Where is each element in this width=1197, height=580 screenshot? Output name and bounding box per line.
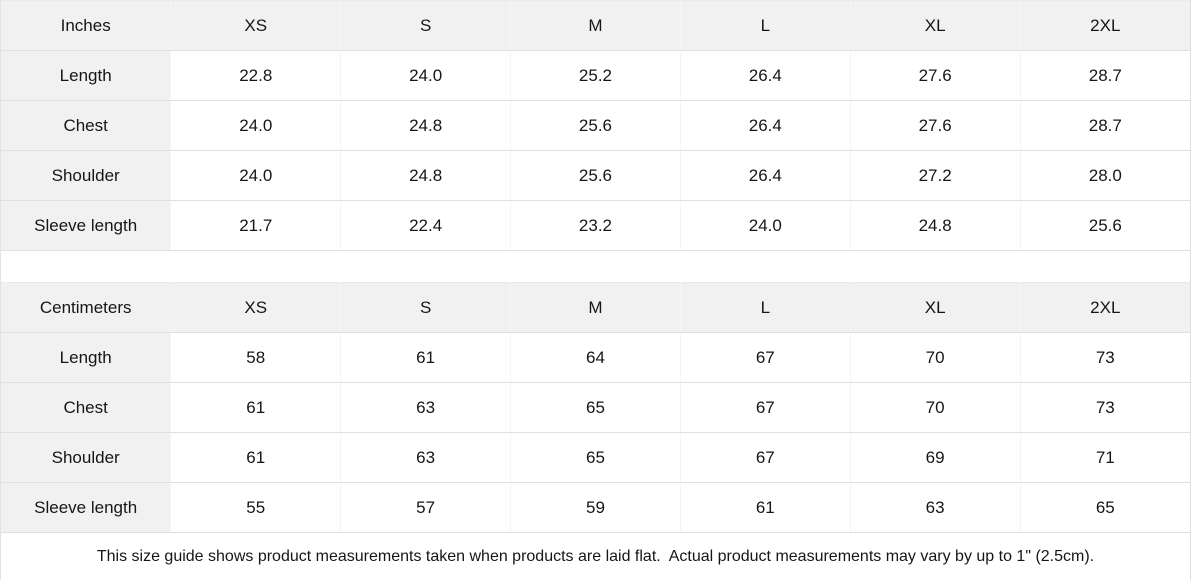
measurement-value-cell: 71: [1019, 432, 1190, 483]
measurement-value-cell: 73: [1019, 382, 1190, 433]
measurement-value-cell: 67: [679, 432, 851, 483]
measurement-value-cell: 61: [170, 382, 341, 433]
size-column-header: XL: [849, 0, 1021, 51]
measurement-value-cell: 24.0: [170, 100, 341, 151]
measurement-value-cell: 26.4: [679, 50, 851, 101]
measurement-row-label: Shoulder: [1, 432, 171, 483]
measurement-value-cell: 28.0: [1019, 150, 1190, 201]
measurement-value-cell: 63: [340, 382, 511, 433]
measurement-row: Sleeve length 21.7 22.4 23.2 24.0 24.8 25.6: [1, 200, 1190, 251]
size-column-header: XS: [170, 0, 341, 51]
measurement-value-cell: 67: [679, 382, 851, 433]
measurement-value-cell: 24.0: [340, 50, 511, 101]
measurement-value-cell: 23.2: [510, 200, 681, 251]
measurement-value-cell: 27.6: [849, 50, 1021, 101]
measurement-value-cell: 27.2: [849, 150, 1021, 201]
measurement-row-label: Length: [1, 332, 171, 383]
size-column-header: S: [340, 0, 511, 51]
measurement-value-cell: 28.7: [1019, 50, 1190, 101]
measurement-value-cell: 65: [510, 382, 681, 433]
measurement-value-cell: 65: [1019, 482, 1190, 533]
size-column-header: XL: [849, 282, 1021, 333]
unit-header-cell: Centimeters: [1, 282, 171, 333]
size-guide-note: This size guide shows product measuremen…: [96, 547, 1095, 565]
measurement-value-cell: 69: [849, 432, 1021, 483]
measurement-row-label: Length: [1, 50, 171, 101]
table-gap: [1, 251, 1190, 282]
measurement-value-cell: 21.7: [170, 200, 341, 251]
size-column-header: M: [510, 0, 681, 51]
centimeters-size-table: Centimeters XS S M L XL 2XL Length 58 61 64 67 70 73 C…: [1, 282, 1190, 533]
measurement-value-cell: 24.0: [170, 150, 341, 201]
measurement-value-cell: 73: [1019, 332, 1190, 383]
measurement-value-cell: 57: [340, 482, 511, 533]
measurement-value-cell: 64: [510, 332, 681, 383]
measurement-value-cell: 28.7: [1019, 100, 1190, 151]
measurement-value-cell: 24.8: [849, 200, 1021, 251]
measurement-value-cell: 61: [340, 332, 511, 383]
measurement-row: Length 58 61 64 67 70 73: [1, 332, 1190, 383]
size-column-header: L: [679, 0, 851, 51]
size-tables: Inches XS S M L XL 2XL Length 22.8 24.0 25.2 26.4 27…: [1, 0, 1190, 251]
size-column-header: S: [340, 282, 511, 333]
size-column-header: L: [679, 282, 851, 333]
measurement-value-cell: 25.2: [510, 50, 681, 101]
measurement-row: Sleeve length 55 57 59 61 63 65: [1, 482, 1190, 533]
measurement-row-label: Chest: [1, 100, 171, 151]
measurement-value-cell: 25.6: [510, 100, 681, 151]
measurement-row: Length 22.8 24.0 25.2 26.4 27.6 28.7: [1, 50, 1190, 101]
measurement-value-cell: 22.4: [340, 200, 511, 251]
measurement-value-cell: 63: [849, 482, 1021, 533]
size-column-header: 2XL: [1019, 282, 1190, 333]
size-column-header: XS: [170, 282, 341, 333]
measurement-value-cell: 59: [510, 482, 681, 533]
measurement-value-cell: 25.6: [1019, 200, 1190, 251]
measurement-value-cell: 25.6: [510, 150, 681, 201]
note-bar: This size guide shows product measuremen…: [1, 533, 1190, 580]
measurement-value-cell: 61: [679, 482, 851, 533]
measurement-value-cell: 26.4: [679, 150, 851, 201]
measurement-row: Chest 24.0 24.8 25.6 26.4 27.6 28.7: [1, 100, 1190, 151]
measurement-value-cell: 24.8: [340, 150, 511, 201]
header-row: Inches XS S M L XL 2XL: [1, 0, 1190, 51]
unit-header-cell: Inches: [1, 0, 171, 51]
measurement-row-label: Shoulder: [1, 150, 171, 201]
measurement-value-cell: 70: [849, 332, 1021, 383]
size-column-header: M: [510, 282, 681, 333]
measurement-value-cell: 27.6: [849, 100, 1021, 151]
measurement-value-cell: 22.8: [170, 50, 341, 101]
measurement-row-label: Sleeve length: [1, 200, 171, 251]
measurement-row: Chest 61 63 65 67 70 73: [1, 382, 1190, 433]
measurement-value-cell: 67: [679, 332, 851, 383]
measurement-row-label: Sleeve length: [1, 482, 171, 533]
measurement-value-cell: 61: [170, 432, 341, 483]
measurement-value-cell: 63: [340, 432, 511, 483]
measurement-value-cell: 65: [510, 432, 681, 483]
measurement-value-cell: 24.8: [340, 100, 511, 151]
measurement-value-cell: 24.0: [679, 200, 851, 251]
measurement-value-cell: 58: [170, 332, 341, 383]
measurement-row: Shoulder 24.0 24.8 25.6 26.4 27.2 28.0: [1, 150, 1190, 201]
size-column-header: 2XL: [1019, 0, 1190, 51]
measurement-value-cell: 55: [170, 482, 341, 533]
measurement-value-cell: 70: [849, 382, 1021, 433]
header-row: Centimeters XS S M L XL 2XL: [1, 282, 1190, 333]
measurement-value-cell: 26.4: [679, 100, 851, 151]
measurement-row: Shoulder 61 63 65 67 69 71: [1, 432, 1190, 483]
inches-size-table: Inches XS S M L XL 2XL Length 22.8 24.0 25.2 26.4 27…: [1, 0, 1190, 251]
measurement-row-label: Chest: [1, 382, 171, 433]
